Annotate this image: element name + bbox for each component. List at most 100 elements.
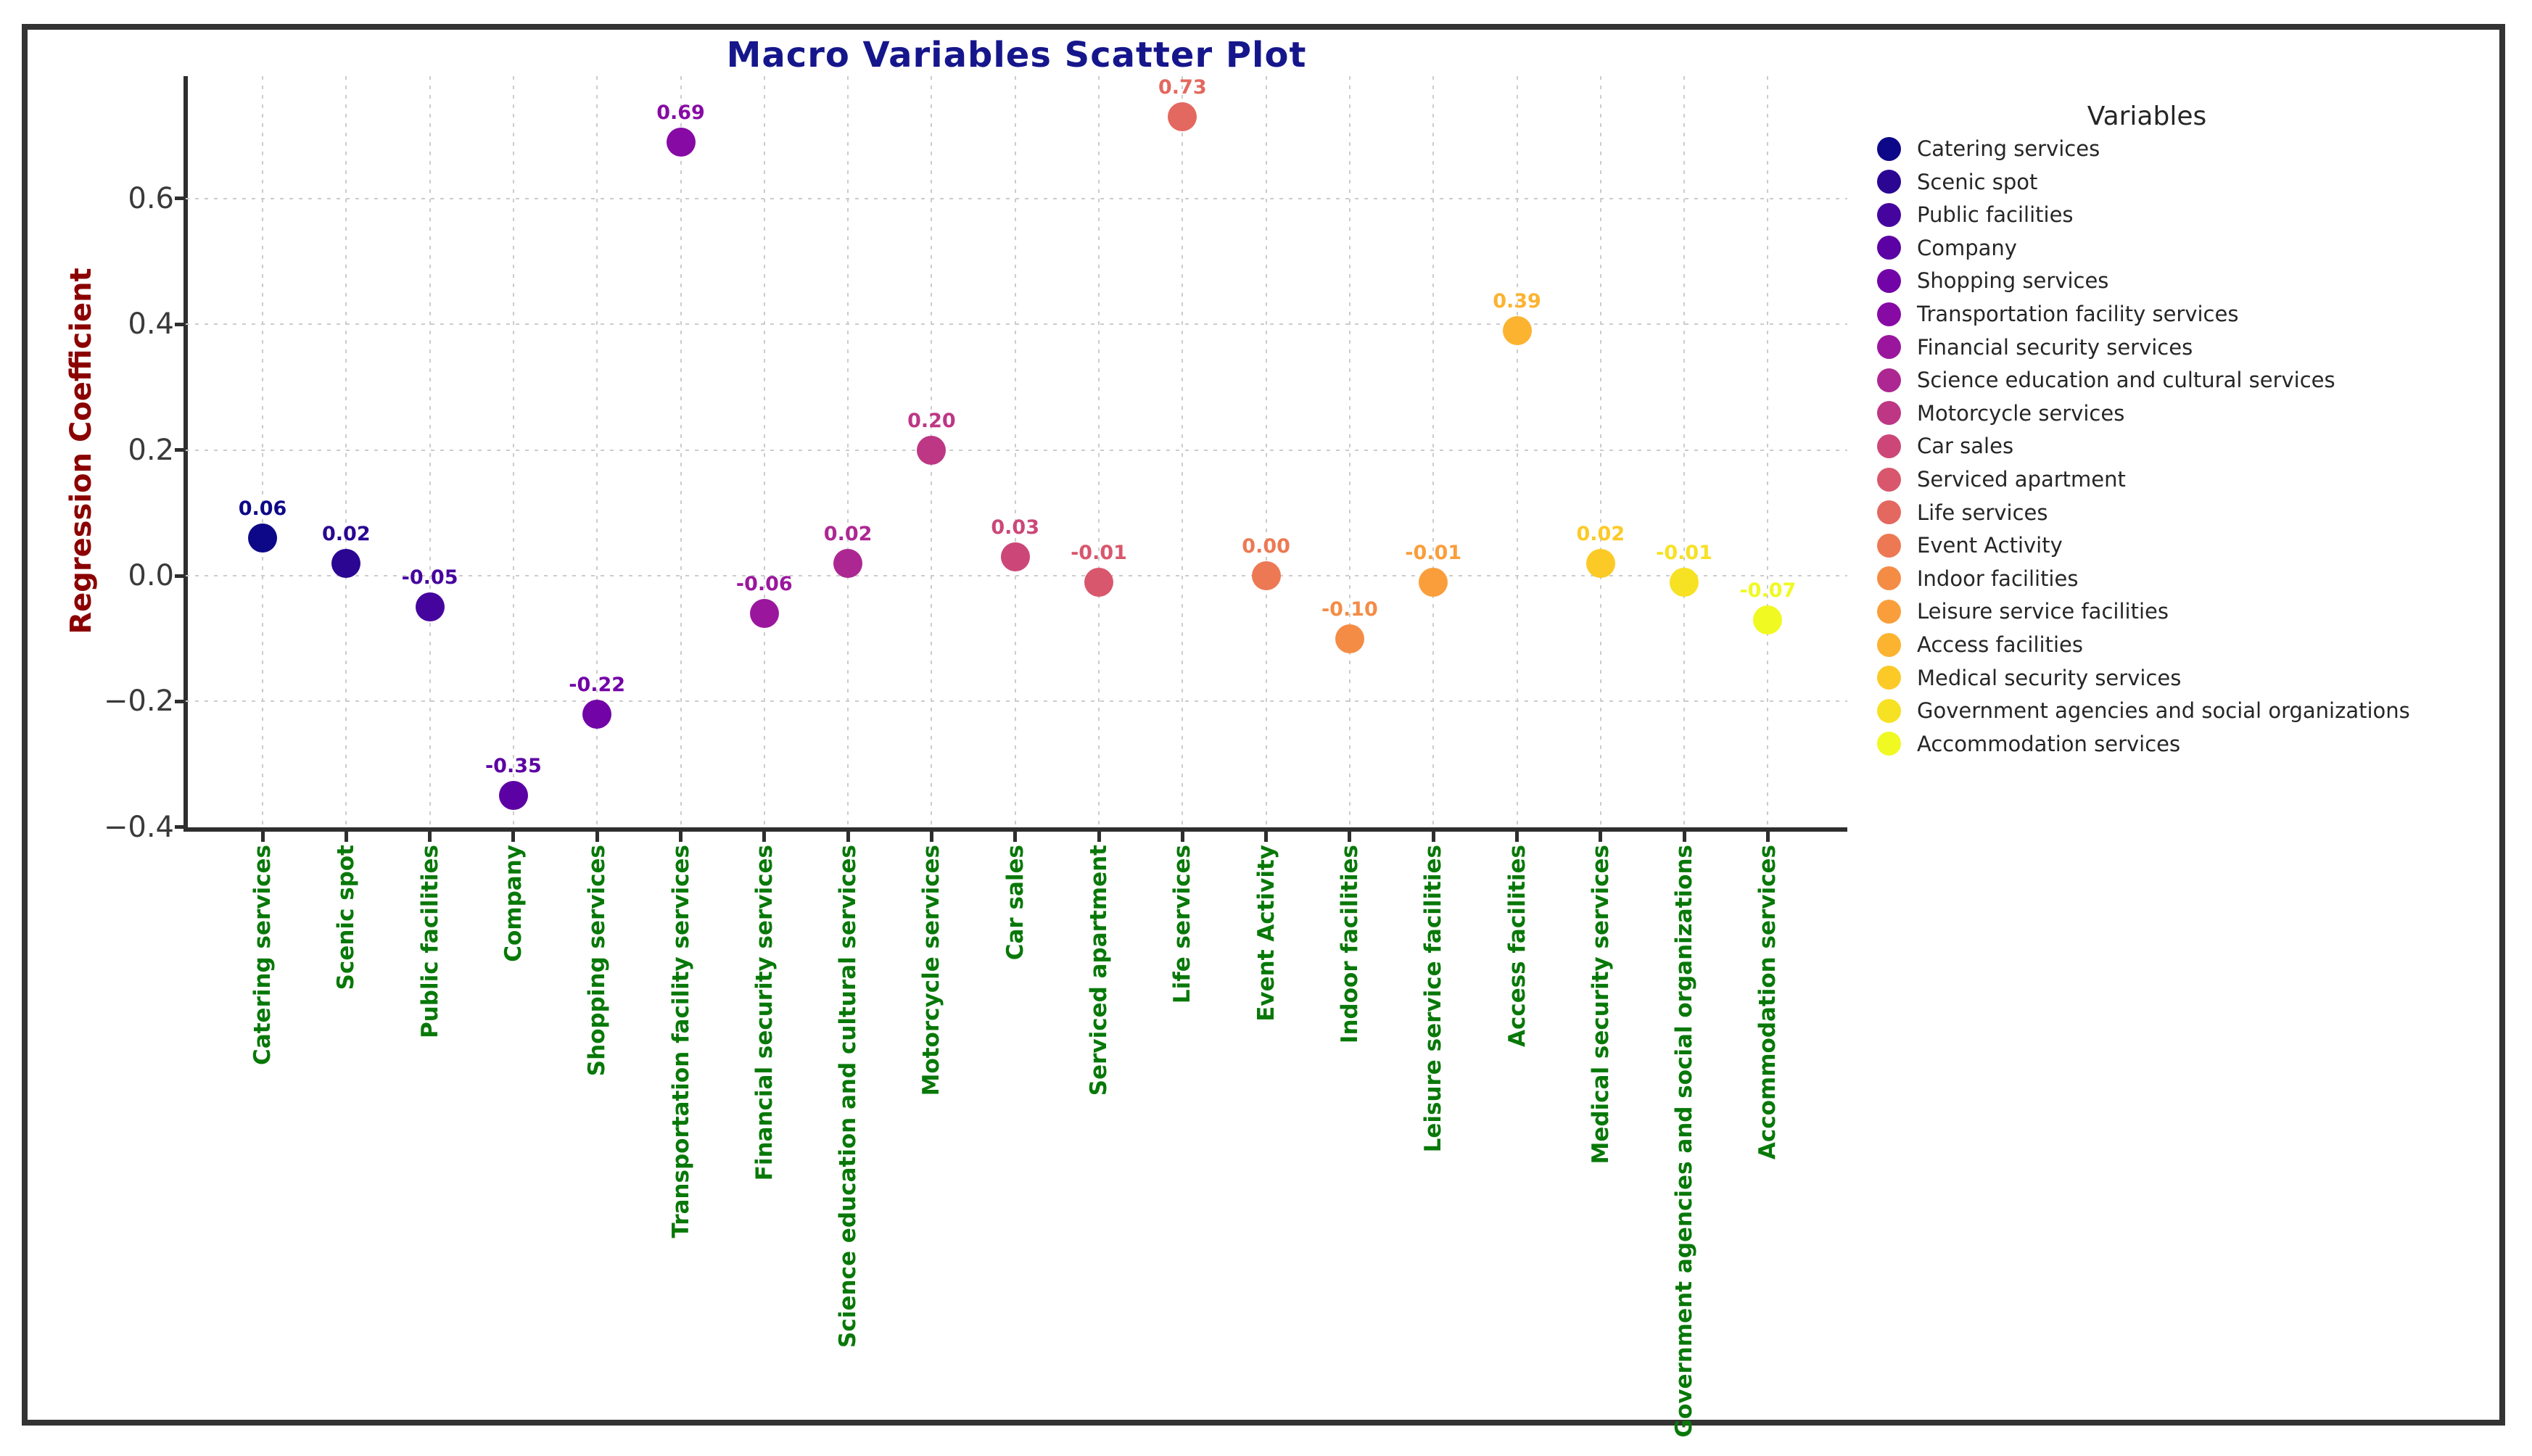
legend-item: Motorcycle services	[1877, 397, 2124, 430]
legend-marker-icon	[1877, 698, 1901, 723]
legend-marker-icon	[1877, 500, 1901, 525]
legend-item-label: Accommodation services	[1917, 731, 2181, 756]
data-point	[1585, 548, 1615, 578]
legend-marker-icon	[1877, 202, 1901, 227]
data-point-value: -0.22	[569, 673, 626, 696]
legend-marker-icon	[1877, 302, 1901, 326]
legend-item: Public facilities	[1877, 198, 2074, 231]
v-gridline	[680, 76, 682, 830]
legend-item-label: Leisure service facilities	[1917, 599, 2169, 624]
data-point-value: 0.06	[238, 497, 287, 520]
x-category-label: Leisure service facilities	[1420, 845, 1447, 1153]
legend-marker-icon	[1877, 732, 1901, 756]
legend-item-label: Life services	[1917, 500, 2048, 525]
x-tick-mark	[929, 832, 933, 842]
v-gridline	[1683, 76, 1686, 830]
legend-item-label: Motorcycle services	[1917, 400, 2125, 426]
legend-item-label: Scenic spot	[1917, 169, 2038, 194]
y-tick-mark	[175, 574, 186, 578]
legend-marker-icon	[1877, 368, 1901, 392]
data-point	[1419, 567, 1448, 597]
x-category-label: Catering services	[250, 845, 276, 1065]
legend-marker-icon	[1877, 401, 1901, 426]
v-gridline	[763, 76, 765, 830]
y-tick-label: 0.0	[128, 559, 174, 592]
x-tick-mark	[1264, 832, 1269, 842]
x-category-label: Transportation facility services	[667, 845, 694, 1238]
x-tick-mark	[511, 832, 516, 842]
data-point	[1753, 605, 1783, 634]
y-tick-mark	[175, 699, 186, 703]
x-category-label: Serviced apartment	[1086, 845, 1112, 1096]
data-point-value: -0.35	[484, 755, 542, 778]
data-point	[1084, 567, 1113, 597]
chart-title: Macro Variables Scatter Plot	[726, 35, 1307, 75]
data-point	[582, 699, 612, 729]
h-gridline	[186, 197, 1847, 199]
x-tick-mark	[1180, 832, 1184, 842]
y-tick-label: 0.6	[128, 181, 174, 215]
x-tick-mark	[846, 832, 850, 842]
legend-item: Life services	[1877, 496, 2048, 529]
v-gridline	[512, 76, 514, 830]
x-category-label: Indoor facilities	[1336, 845, 1363, 1044]
legend-item: Medical security services	[1877, 661, 2181, 695]
legend-item: Event Activity	[1877, 529, 2063, 562]
x-axis-spine	[183, 827, 1847, 832]
legend-item: Car sales	[1877, 429, 2013, 463]
data-point-value: -0.01	[1405, 541, 1462, 564]
v-gridline	[1516, 76, 1518, 830]
v-gridline	[1599, 76, 1601, 830]
x-category-label: Public facilities	[416, 845, 443, 1038]
x-tick-mark	[762, 832, 767, 842]
data-point-value: -0.06	[735, 573, 793, 595]
legend-item: Transportation facility services	[1877, 297, 2238, 331]
x-tick-mark	[679, 832, 683, 842]
legend-item-label: Science education and cultural services	[1917, 368, 2335, 393]
x-tick-mark	[1013, 832, 1018, 842]
legend-marker-icon	[1877, 467, 1901, 492]
x-category-label: Life services	[1169, 845, 1196, 1004]
data-point-value: 0.02	[321, 522, 371, 545]
x-tick-mark	[1097, 832, 1101, 842]
x-category-label: Scenic spot	[333, 845, 360, 990]
legend-item-label: Company	[1917, 235, 2017, 260]
legend-item: Indoor facilities	[1877, 562, 2078, 595]
legend-item-label: Access facilities	[1917, 632, 2083, 657]
y-tick-mark	[175, 197, 186, 201]
x-category-label: Car sales	[1002, 845, 1028, 961]
x-category-label: Shopping services	[584, 845, 611, 1077]
legend-marker-icon	[1877, 434, 1901, 458]
data-point-value: 0.02	[1576, 522, 1625, 545]
legend-item-label: Shopping services	[1917, 268, 2109, 294]
legend-marker-icon	[1877, 599, 1901, 624]
x-category-label: Financial security services	[751, 845, 778, 1181]
v-gridline	[1182, 76, 1184, 830]
x-category-label: Science education and cultural services	[835, 845, 862, 1348]
v-gridline	[596, 76, 598, 830]
v-gridline	[1432, 76, 1435, 830]
legend-marker-icon	[1877, 533, 1901, 558]
v-gridline	[429, 76, 431, 830]
data-point	[498, 781, 528, 811]
h-gridline	[186, 323, 1847, 326]
data-point-value: 0.02	[823, 522, 873, 545]
x-tick-mark	[260, 832, 265, 842]
legend-item-label: Car sales	[1917, 434, 2014, 459]
legend-marker-icon	[1877, 566, 1901, 591]
h-gridline	[186, 700, 1847, 703]
x-category-label: Accommodation services	[1754, 845, 1781, 1160]
data-point-value: -0.05	[401, 566, 458, 590]
data-point-value: 0.00	[1242, 535, 1290, 558]
data-point	[1670, 567, 1699, 597]
h-gridline	[186, 575, 1847, 576]
y-axis-spine	[183, 76, 188, 832]
x-category-label: Medical security services	[1587, 845, 1614, 1165]
legend-item: Shopping services	[1877, 264, 2108, 297]
v-gridline	[1348, 76, 1350, 830]
v-gridline	[262, 76, 263, 830]
x-category-label: Motorcycle services	[918, 845, 945, 1096]
data-point-value: -0.07	[1739, 579, 1797, 602]
legend-item-label: Medical security services	[1917, 665, 2182, 690]
legend-item-label: Public facilities	[1917, 202, 2074, 228]
